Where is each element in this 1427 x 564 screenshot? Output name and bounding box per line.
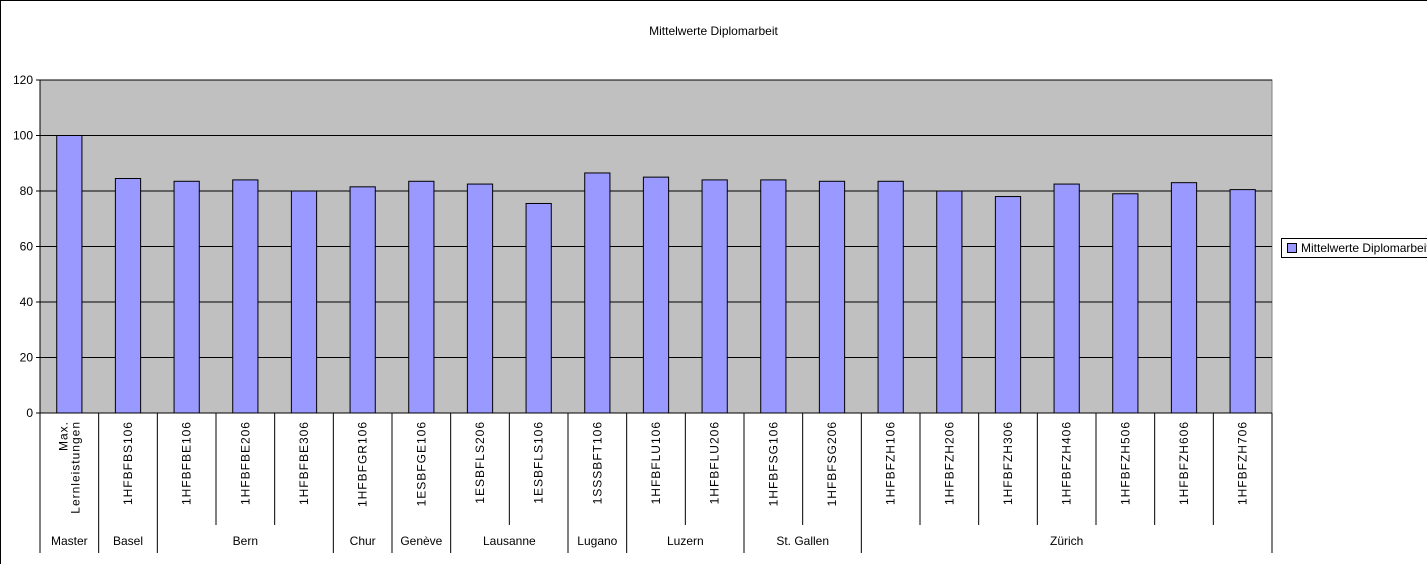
y-tick-label: 120 bbox=[13, 73, 33, 87]
y-tick-label: 60 bbox=[20, 240, 34, 254]
group-label: Basel bbox=[113, 534, 143, 548]
group-label: Master bbox=[51, 534, 88, 548]
x-tick-label: 1HFBFZH306 bbox=[1001, 421, 1015, 505]
bar bbox=[56, 135, 83, 414]
x-tick-label: 1HFBFBE206 bbox=[238, 421, 252, 505]
bar bbox=[349, 186, 376, 414]
x-tick-label: 1HFBFLU106 bbox=[649, 421, 663, 504]
bar bbox=[877, 180, 904, 414]
group-label: Chur bbox=[350, 534, 376, 548]
group-label: Lugano bbox=[577, 534, 617, 548]
group-label: Lausanne bbox=[483, 534, 536, 548]
x-tick-label: 1HFBFZH206 bbox=[942, 421, 956, 505]
x-tick-label: 1ESBFLS106 bbox=[532, 421, 546, 504]
x-tick-label: 1HFBFZH706 bbox=[1236, 421, 1250, 505]
x-tick-label: 1HFBFSG206 bbox=[825, 421, 839, 506]
y-tick-label: 40 bbox=[20, 295, 34, 309]
bar bbox=[525, 202, 552, 414]
x-tick-label: 1HFBFZH506 bbox=[1118, 421, 1132, 505]
x-tick-label: 1HFBFBE106 bbox=[180, 421, 194, 505]
legend-label: Mittelwerte Diplomarbeit bbox=[1301, 241, 1427, 255]
bar bbox=[173, 180, 200, 414]
bar bbox=[1053, 183, 1080, 414]
x-tick-label: 1HFBFSG106 bbox=[766, 421, 780, 506]
group-label: Luzern bbox=[667, 534, 704, 548]
x-tick-label: 1SSSBFT106 bbox=[590, 421, 604, 504]
group-label: Zürich bbox=[1050, 534, 1083, 548]
bar bbox=[936, 190, 963, 414]
x-tick-label: 1HFBFBE306 bbox=[297, 421, 311, 505]
group-label: Bern bbox=[233, 534, 258, 548]
chart-title: Mittelwerte Diplomarbeit bbox=[649, 24, 778, 38]
bar bbox=[584, 172, 611, 414]
bar bbox=[818, 180, 846, 414]
x-tick-label: Max. bbox=[56, 421, 70, 451]
x-tick-label: 1HFBFLU206 bbox=[708, 421, 722, 504]
bar bbox=[290, 190, 318, 414]
group-label: Genève bbox=[400, 534, 442, 548]
x-tick-label: 1HFBFZH606 bbox=[1177, 421, 1191, 505]
bar bbox=[466, 183, 494, 414]
x-tick-label: 1HFBFZH406 bbox=[1060, 421, 1074, 505]
bar bbox=[994, 196, 1022, 414]
group-label: St. Gallen bbox=[776, 534, 829, 548]
y-tick-label: 0 bbox=[26, 406, 33, 420]
x-tick-label: 1HFBFZH106 bbox=[884, 421, 898, 505]
x-tick-label: 1HFBFBS106 bbox=[121, 421, 135, 505]
bar bbox=[642, 176, 670, 414]
bar bbox=[232, 179, 259, 414]
bar bbox=[701, 179, 728, 414]
y-tick-label: 100 bbox=[13, 129, 33, 143]
x-tick-label: 1HFBFGR106 bbox=[356, 421, 370, 507]
bar bbox=[760, 179, 787, 414]
y-tick-label: 80 bbox=[20, 184, 34, 198]
x-tick-label: Lernleistungen bbox=[68, 421, 82, 514]
x-tick-label: 1ESBFGE106 bbox=[414, 421, 428, 506]
bar bbox=[1170, 182, 1198, 414]
bar bbox=[114, 178, 142, 414]
bar bbox=[1229, 189, 1256, 414]
x-tick-label: 1ESBFLS206 bbox=[473, 421, 487, 504]
y-tick-label: 20 bbox=[20, 351, 34, 365]
legend: Mittelwerte Diplomarbeit bbox=[1281, 238, 1427, 258]
bar bbox=[408, 180, 435, 414]
legend-swatch bbox=[1287, 243, 1297, 253]
bar bbox=[1112, 193, 1139, 414]
